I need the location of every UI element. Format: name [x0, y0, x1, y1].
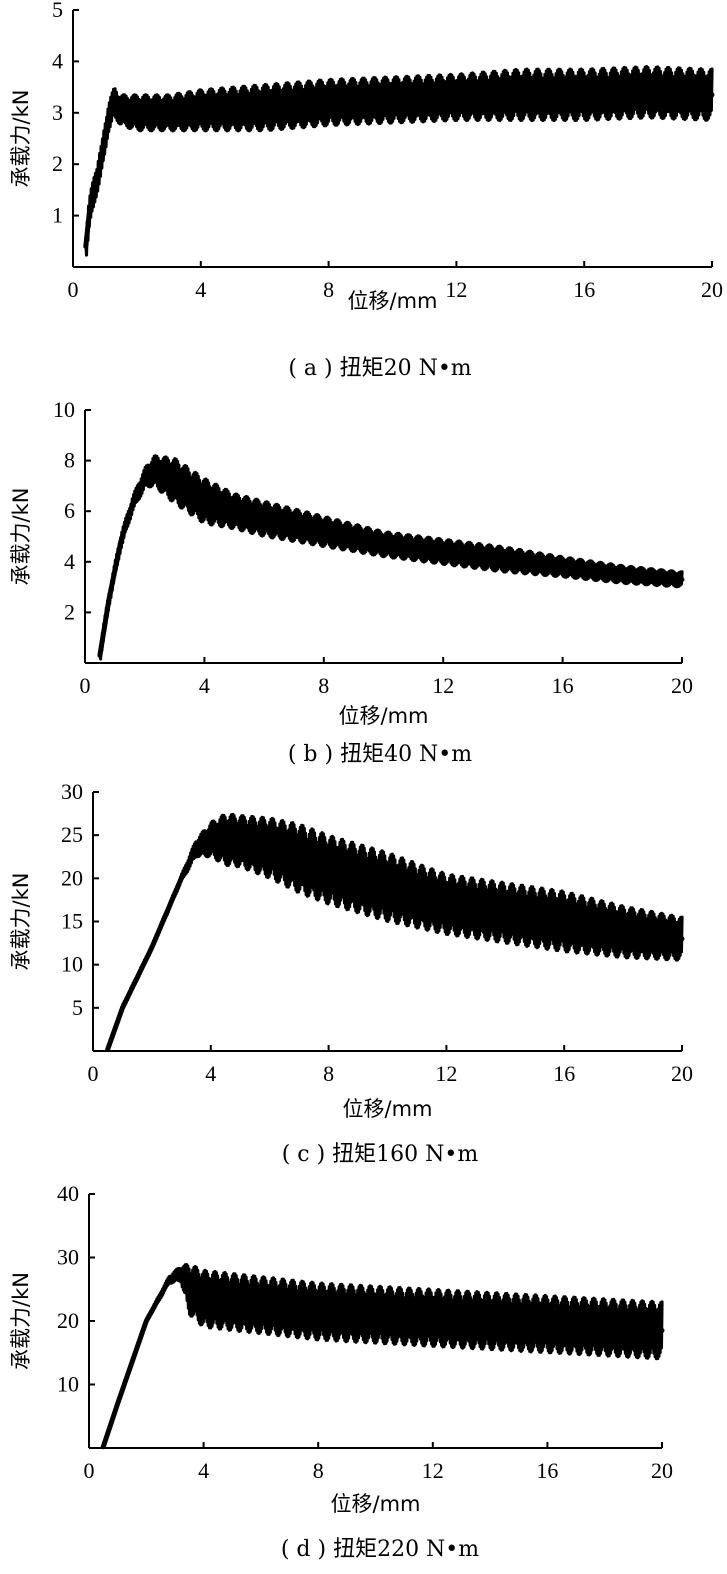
x-axis-label: 位移/mm [339, 704, 429, 728]
x-tick-label: 16 [553, 1061, 575, 1086]
y-tick-label: 10 [61, 952, 83, 977]
x-axis-label: 位移/mm [343, 1097, 433, 1121]
panel-caption: ( b ) 扭矩40 N•m [288, 742, 472, 767]
y-tick-label: 10 [57, 1372, 79, 1397]
x-tick-label: 20 [651, 1458, 673, 1483]
y-tick-label: 20 [57, 1308, 79, 1333]
series-core-0 [100, 1270, 665, 1450]
x-tick-label: 12 [435, 1061, 457, 1086]
x-tick-label: 0 [88, 1061, 99, 1086]
y-tick-label: 6 [64, 498, 75, 523]
y-tick-label: 3 [52, 100, 63, 125]
x-tick-label: 4 [199, 673, 210, 698]
x-tick-label: 4 [195, 277, 206, 302]
y-tick-label: 8 [64, 448, 75, 473]
x-tick-label: 8 [323, 277, 334, 302]
panel-caption: ( d ) 扭矩220 N•m [281, 1537, 479, 1562]
y-tick-label: 10 [53, 397, 75, 422]
y-tick-label: 2 [52, 151, 63, 176]
x-tick-label: 20 [671, 1061, 693, 1086]
x-tick-label: 12 [432, 673, 454, 698]
series-core-0 [83, 89, 715, 249]
x-tick-label: 0 [84, 1458, 95, 1483]
series-core-0 [97, 468, 685, 658]
x-tick-label: 0 [68, 277, 79, 302]
y-axis-label: 承载力/kN [9, 873, 33, 971]
y-tick-label: 4 [52, 48, 63, 73]
x-tick-label: 12 [422, 1458, 444, 1483]
y-axis-label: 承载力/kN [9, 1272, 33, 1370]
y-tick-label: 30 [57, 1245, 79, 1270]
x-tick-label: 4 [205, 1061, 216, 1086]
x-tick-label: 16 [573, 277, 595, 302]
x-tick-label: 0 [80, 673, 91, 698]
x-tick-label: 12 [445, 277, 467, 302]
y-tick-label: 40 [57, 1181, 79, 1206]
x-axis-label: 位移/mm [331, 1492, 421, 1516]
y-tick-label: 5 [72, 995, 83, 1020]
series-line-0 [106, 812, 684, 1052]
chart-panel-2: 0 4 8 12 16 20 5 10 15 20 25 30 位移/mm 承载力/kN ( c ) 扭矩1… [9, 779, 693, 1167]
y-tick-label: 25 [61, 822, 83, 847]
y-tick-label: 1 [52, 203, 63, 228]
y-tick-label: 5 [52, 0, 63, 22]
y-tick-label: 20 [61, 865, 83, 890]
y-tick-label: 4 [64, 549, 75, 574]
series-line-0 [84, 65, 714, 257]
y-tick-label: 30 [61, 779, 83, 804]
x-tick-label: 8 [318, 673, 329, 698]
y-tick-label: 2 [64, 599, 75, 624]
y-axis-label: 承载力/kN [9, 488, 33, 586]
series-core-0 [105, 837, 685, 1052]
x-tick-label: 8 [313, 1458, 324, 1483]
y-tick-label: 15 [61, 909, 83, 934]
x-tick-label: 20 [701, 277, 723, 302]
panel-caption: ( c ) 扭矩160 N•m [282, 1142, 479, 1167]
x-tick-label: 16 [552, 673, 574, 698]
panel-caption: ( a ) 扭矩20 N•m [288, 356, 471, 381]
chart-panel-3: 0 4 8 12 16 20 10 20 30 40 位移/mm 承载力/kN ( d ) 扭矩220 … [9, 1181, 673, 1562]
series-line-0 [101, 1263, 664, 1449]
x-tick-label: 20 [671, 673, 693, 698]
x-tick-label: 8 [323, 1061, 334, 1086]
x-axis-label: 位移/mm [348, 289, 438, 313]
y-axis-label: 承载力/kN [9, 90, 33, 188]
x-tick-label: 4 [198, 1458, 209, 1483]
x-tick-label: 16 [536, 1458, 558, 1483]
series-line-0 [98, 454, 684, 661]
